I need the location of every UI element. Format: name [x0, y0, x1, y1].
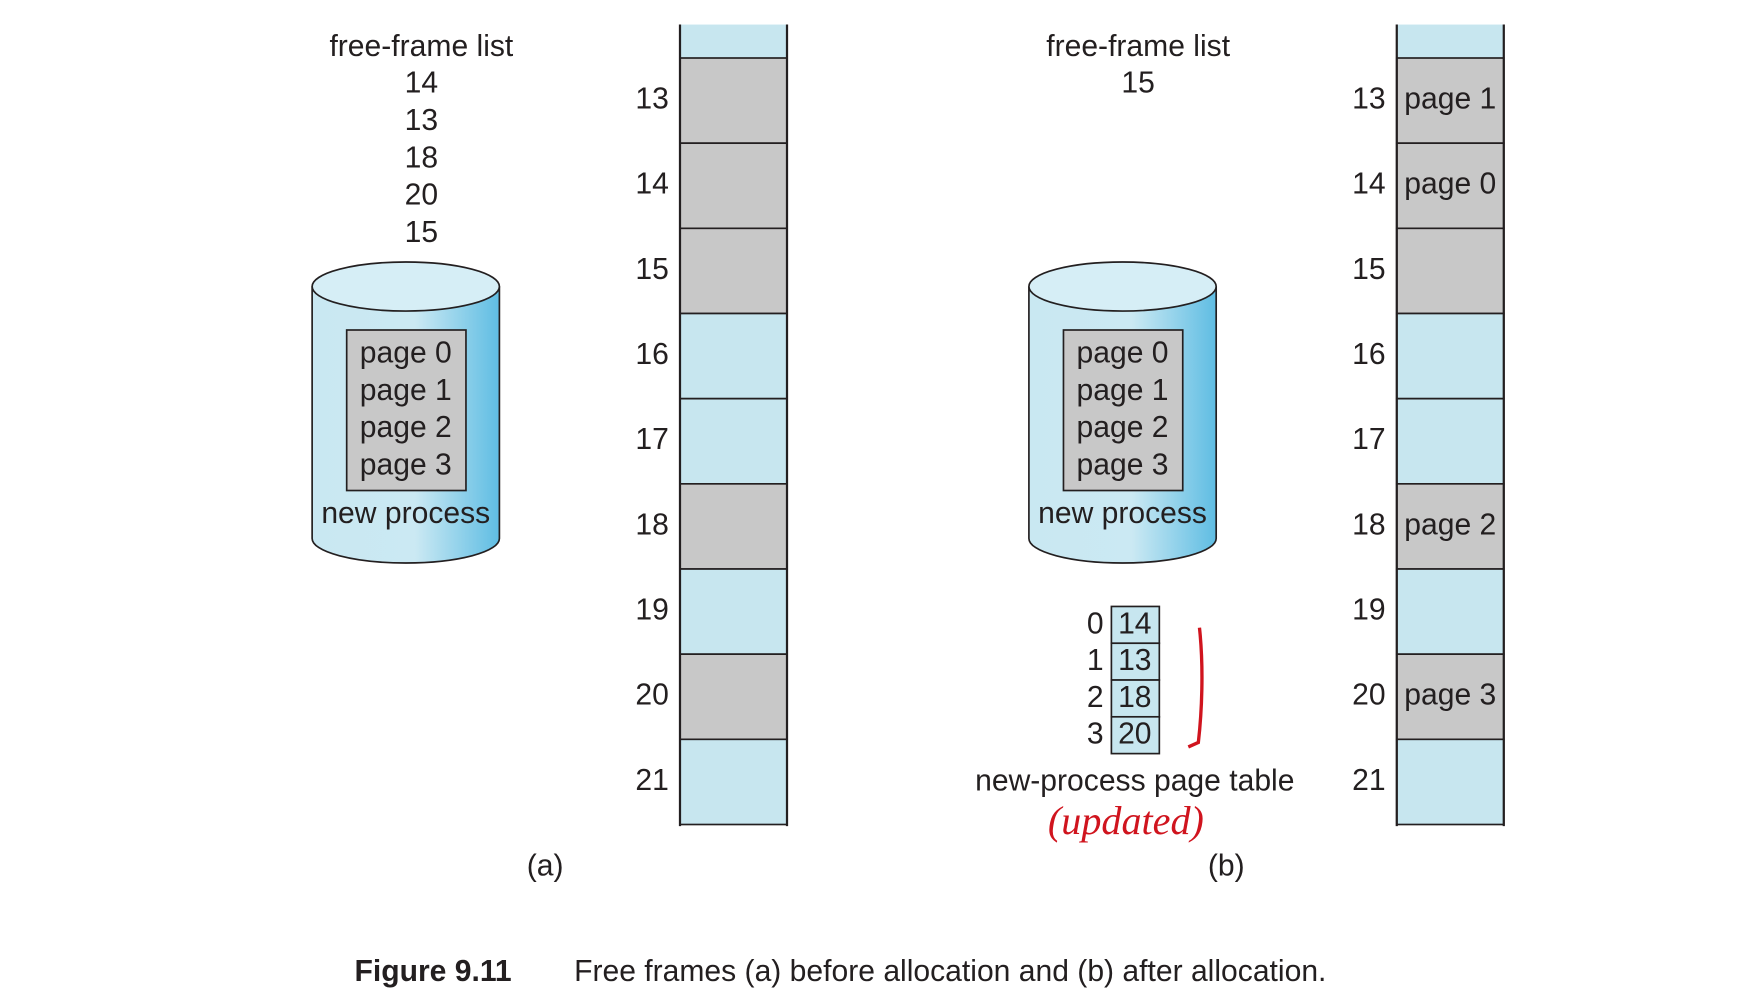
- frame: [1395, 312, 1505, 400]
- frame-content: page 2: [1404, 508, 1496, 541]
- disk-top: [311, 261, 501, 312]
- frame-content: page 3: [1404, 679, 1496, 712]
- page-table-index: 0: [1087, 607, 1104, 640]
- disk-page: page 3: [1077, 449, 1169, 482]
- frame-number: 20: [635, 679, 668, 712]
- handwritten-note: (updated): [1048, 798, 1204, 843]
- frame: [1395, 568, 1505, 656]
- free-frame: 20: [405, 179, 438, 212]
- frame-number: 18: [635, 508, 668, 541]
- page-table-title: new-process page table: [975, 765, 1294, 798]
- disk-pages-box: [345, 329, 467, 492]
- disk-page: page 1: [1077, 374, 1169, 407]
- frame: [679, 57, 788, 145]
- panel-caption: (b): [1208, 849, 1245, 882]
- frame-number: 18: [1352, 508, 1385, 541]
- frame-number: 17: [1352, 423, 1385, 456]
- panel-caption: (a): [527, 849, 564, 882]
- disk-page: page 1: [360, 374, 452, 407]
- disk-label: new process: [1038, 497, 1207, 530]
- frame-number: 19: [635, 594, 668, 627]
- frame: [679, 653, 788, 741]
- frame: [1395, 738, 1505, 826]
- frame: [1395, 227, 1505, 315]
- page-table-cell: [1110, 715, 1161, 755]
- free-frame: 15: [1121, 67, 1154, 100]
- free-list-title: free-frame list: [329, 30, 513, 63]
- memory-top: [1396, 24, 1504, 59]
- frame: [679, 142, 788, 230]
- disk-page: page 0: [360, 336, 452, 369]
- frame-number: 15: [1352, 253, 1385, 286]
- free-frame: 14: [405, 67, 438, 100]
- page-table-index: 2: [1087, 681, 1104, 714]
- disk-top: [1028, 261, 1218, 312]
- page-table-cell: [1110, 642, 1161, 681]
- free-list-title: free-frame list: [1046, 30, 1230, 63]
- frame-number: 15: [635, 253, 668, 286]
- free-frame: 15: [405, 216, 438, 249]
- page-table-frame: 18: [1118, 681, 1151, 714]
- figure-caption: Free frames (a) before allocation and (b…: [574, 955, 1326, 988]
- frame-content: page 1: [1404, 83, 1496, 116]
- frame: [679, 483, 788, 570]
- memory-top: [679, 24, 788, 59]
- note-bracket: [1187, 627, 1204, 749]
- disk-label: new process: [321, 497, 490, 530]
- disk-page: page 2: [1077, 411, 1169, 444]
- frame-number: 13: [635, 83, 668, 116]
- page-table-cell: [1110, 605, 1161, 645]
- frame-number: 16: [1352, 338, 1385, 371]
- frame-number: 13: [1352, 83, 1385, 116]
- free-frame: 13: [405, 104, 438, 137]
- frame-number: 14: [1352, 168, 1385, 201]
- disk-page: page 0: [1077, 336, 1169, 369]
- frame: [679, 227, 788, 315]
- frame-number: 19: [1352, 594, 1385, 627]
- frame: [1395, 397, 1505, 485]
- page-table-index: 3: [1087, 718, 1104, 751]
- frame: [679, 568, 788, 656]
- frame-number: 16: [635, 338, 668, 371]
- page-table-frame: 14: [1118, 607, 1151, 640]
- frame: [679, 312, 788, 400]
- disk-pages-box: [1062, 329, 1184, 492]
- frame-number: 21: [1352, 764, 1385, 797]
- frame-content: page 0: [1404, 168, 1496, 201]
- frame-number: 17: [635, 423, 668, 456]
- page-table-index: 1: [1087, 644, 1104, 677]
- frame-number: 21: [635, 764, 668, 797]
- frame-number: 20: [1352, 679, 1385, 712]
- page-table-frame: 13: [1118, 644, 1151, 677]
- frame: [679, 738, 788, 826]
- free-frame: 18: [405, 141, 438, 174]
- disk-page: page 3: [360, 449, 452, 482]
- page-table-frame: 20: [1118, 718, 1151, 751]
- figure-label: Figure 9.11: [354, 955, 511, 988]
- frame: [679, 397, 788, 485]
- frame-number: 14: [635, 168, 668, 201]
- page-table-cell: [1110, 679, 1161, 718]
- disk-page: page 2: [360, 411, 452, 444]
